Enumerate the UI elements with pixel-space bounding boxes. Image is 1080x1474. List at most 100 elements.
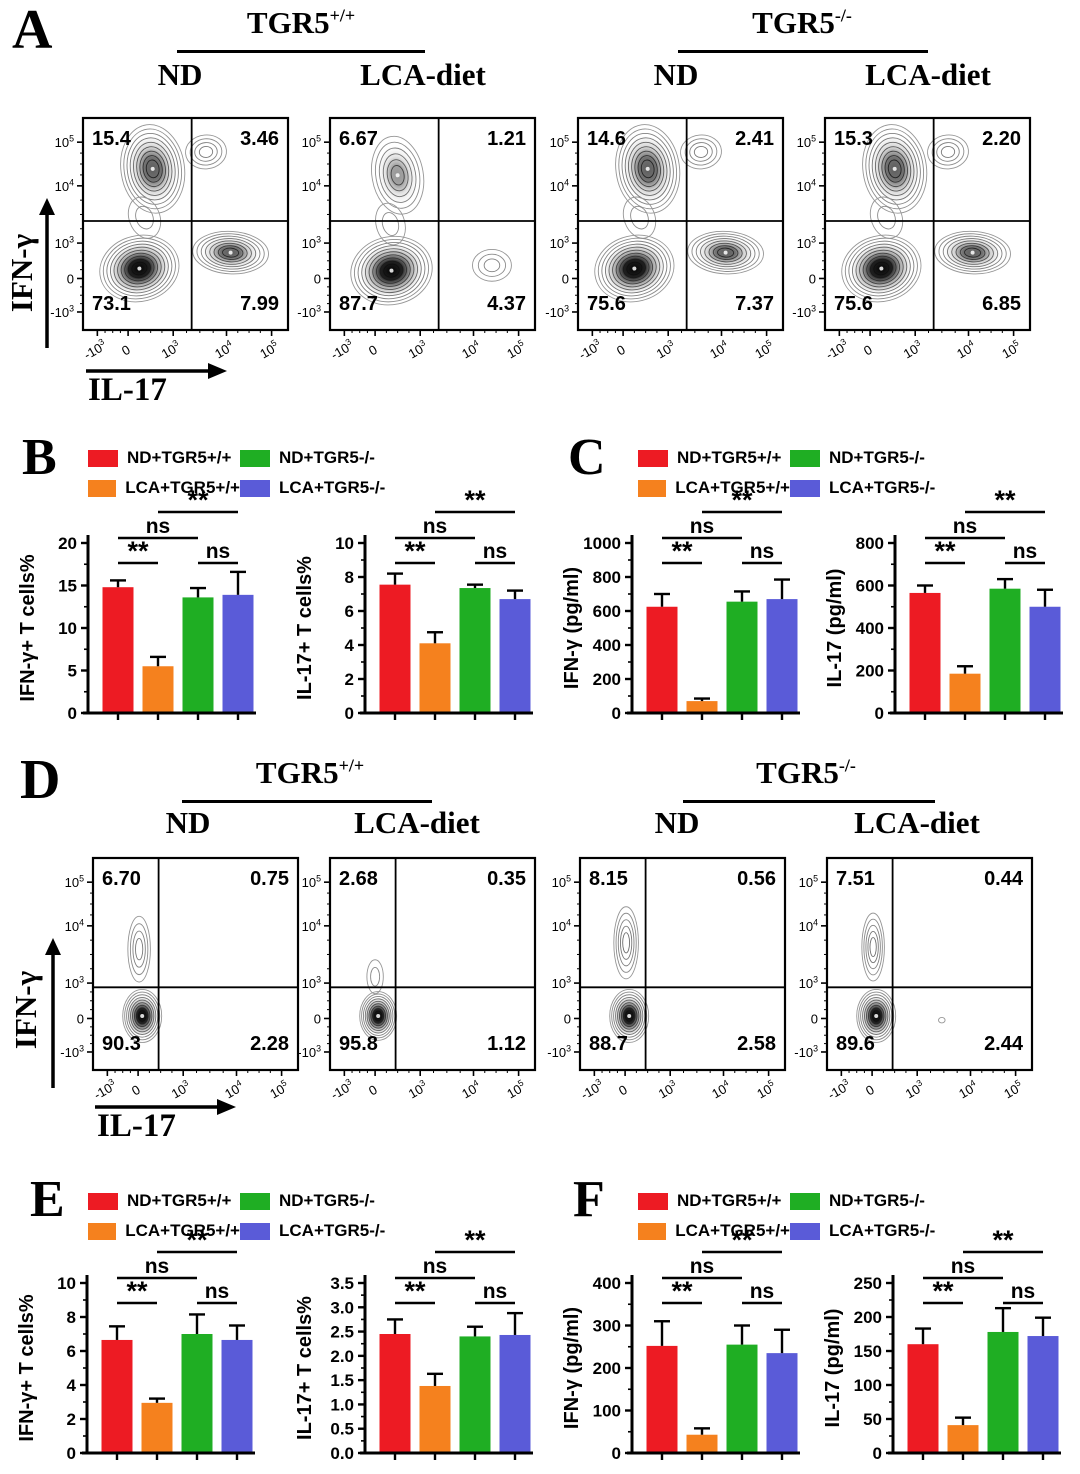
bar-1	[141, 1402, 173, 1453]
legend-item: LCA+TGR5+/+	[88, 473, 240, 503]
col-label-lca-d1: LCA-diet	[354, 805, 480, 840]
y-tick-label: 5	[68, 662, 77, 681]
legend-label: ND+TGR5-/-	[829, 448, 925, 467]
flow-xtick: -103	[824, 1076, 853, 1102]
y-tick-label: 20	[58, 534, 77, 553]
flow-xtick: 103	[405, 337, 430, 361]
flow-xtick: 105	[751, 337, 776, 361]
y-tick-label: 0	[345, 704, 354, 723]
flow-ytick: 0	[314, 271, 321, 286]
y-tick-label: 200	[593, 670, 621, 689]
flow-plot-svg-A2: 105 104 103 0 -103 -103 0 103 104 105 6.67 1.21 87.7…	[297, 116, 537, 363]
flow-plot-d4: 105 104 103 0 -103 -103 0 103 104 105 7.51 0.44 89.6…	[769, 852, 1039, 1119]
flow-ytick: 104	[799, 917, 818, 933]
flow-xtick: 103	[900, 337, 925, 361]
significance-label: **	[932, 1276, 954, 1306]
bar-2	[181, 1334, 213, 1453]
legend-c: ND+TGR5+/+ ND+TGR5-/- LCA+TGR5+/+ LCA+TG…	[638, 443, 935, 503]
y-tick-label: 50	[863, 1410, 882, 1429]
col-label-nd-d1: ND	[165, 805, 211, 840]
flow-ytick: -103	[60, 1044, 84, 1060]
bar-0	[646, 1345, 678, 1453]
legend-item: LCA+TGR5-/-	[240, 1216, 385, 1246]
col-label-lca-a2: LCA-diet	[865, 57, 991, 92]
bar-3	[221, 1339, 253, 1453]
legend-b: ND+TGR5+/+ ND+TGR5-/- LCA+TGR5+/+ LCA+TG…	[88, 443, 385, 503]
legend-label: LCA+TGR5+/+	[125, 1221, 240, 1240]
flow-ytick: 104	[65, 917, 84, 933]
y-axis-label: IL-17+ T cells%	[295, 1296, 316, 1440]
group-header-tgr5-ko-a: TGR5-/-	[678, 4, 926, 41]
flow-ytick: -103	[297, 1044, 321, 1060]
legend-label: ND+TGR5+/+	[127, 448, 232, 467]
legend-swatch-nd-wt	[88, 449, 118, 467]
flow-xtick: 0	[366, 342, 380, 359]
bar-chart-f1: 0 100 200 300 400 IFN-γ (pg/ml) ** ns ns **	[561, 1225, 802, 1474]
flow-ytick: 105	[552, 874, 571, 890]
y-tick-label: 600	[593, 602, 621, 621]
quadrant-value-lr: 2.44	[984, 1033, 1024, 1055]
flow-xtick: 104	[221, 1077, 246, 1101]
flow-xtick: -103	[822, 336, 851, 362]
flow-ytick: 104	[797, 177, 816, 193]
quadrant-value-ll: 75.6	[834, 293, 873, 315]
flow-ytick: -103	[794, 1044, 818, 1060]
flow-ytick: 0	[564, 1011, 571, 1026]
y-tick-label: 2	[67, 1410, 76, 1429]
legend-label: LCA+TGR5-/-	[279, 1221, 386, 1240]
y-axis-label: IFN-γ (pg/ml)	[562, 1307, 583, 1429]
flow-ytick: 103	[302, 975, 321, 991]
significance-label: **	[994, 486, 1016, 515]
legend-item: LCA+TGR5+/+	[638, 1216, 790, 1246]
significance-label: **	[731, 1226, 753, 1255]
flow-xtick: 105	[503, 1077, 528, 1101]
significance-label: ns	[206, 540, 231, 563]
legend-label: LCA+TGR5-/-	[829, 1221, 936, 1240]
legend-item: LCA+TGR5+/+	[638, 473, 790, 503]
y-tick-label: 200	[856, 662, 884, 681]
significance-label: **	[127, 536, 149, 566]
flow-plot-d1: 105 104 103 0 -103 -103 0 103 104 105 6.70 0.75 90.3…	[35, 852, 305, 1119]
quadrant-value-lr: 7.37	[735, 293, 774, 315]
y-tick-label: 250	[854, 1274, 882, 1293]
col-label-nd-a2: ND	[653, 57, 699, 92]
flow-xtick: -103	[577, 1076, 606, 1102]
flow-plot-a3: 105 104 103 0 -103 -103 0 103 104 105 14.6 2.41 75.6…	[520, 112, 790, 379]
bar-1	[686, 701, 718, 713]
bar-1	[947, 1425, 979, 1453]
significance-label: **	[126, 1276, 148, 1306]
flow-xtick: 0	[119, 342, 133, 359]
bar-3	[766, 1353, 798, 1453]
flow-xtick: 104	[955, 1077, 980, 1101]
legend-swatch-nd-ko	[240, 449, 270, 467]
legend-label: LCA+TGR5-/-	[829, 478, 936, 497]
y-tick-label: 1000	[583, 534, 621, 553]
y-tick-label: 400	[856, 619, 884, 638]
legend-label: ND+TGR5-/-	[279, 448, 375, 467]
bar-2	[459, 1336, 491, 1453]
legend-swatch-nd-wt	[638, 1192, 668, 1210]
panel-b-letter: B	[22, 429, 57, 486]
quadrant-value-lr: 7.99	[240, 293, 279, 315]
bar-0	[646, 606, 678, 713]
bar-3	[222, 594, 254, 713]
significance-label: ns	[750, 1280, 775, 1303]
bar-3	[1027, 1336, 1059, 1453]
group-name: TGR5	[255, 755, 339, 790]
bar-1	[419, 643, 451, 713]
flow-plot-svg-D3: 105 104 103 0 -103 -103 0 103 104 105 8.15 0.56 88.7…	[547, 856, 787, 1103]
y-tick-label: 400	[593, 636, 621, 655]
ifn-gamma-axis-label-d: IFN-γ	[8, 970, 43, 1050]
y-tick-label: 1.0	[330, 1395, 354, 1414]
significance-label: **	[671, 536, 693, 566]
quadrant-value-ll: 87.7	[339, 293, 378, 315]
group-genotype-sup: -/-	[834, 5, 852, 26]
flow-ytick: 0	[811, 1011, 818, 1026]
flow-ytick: 103	[55, 235, 74, 251]
bar-chart-b2: 0 2 4 6 8 10 IL-17+ T cells% ** ns ns **	[294, 485, 535, 751]
significance-label: ns	[423, 1255, 448, 1278]
significance-label: **	[731, 486, 753, 515]
bar-chart-e2: 0.0 0.5 1.0 1.5 2.0 2.5 3.0 3.5 IL-17+ T cells% *…	[294, 1225, 535, 1474]
significance-label: ns	[483, 540, 508, 563]
